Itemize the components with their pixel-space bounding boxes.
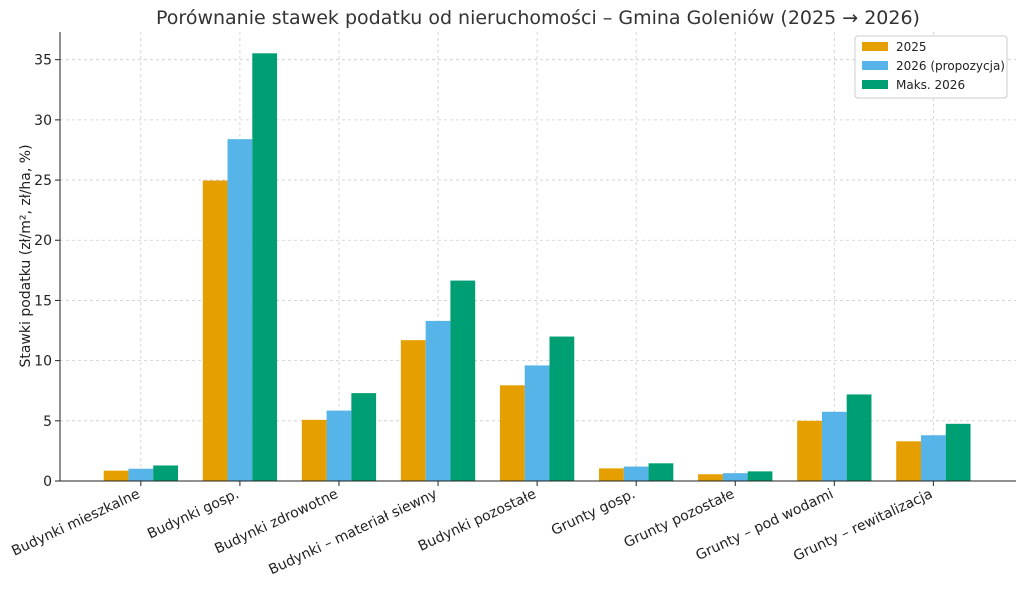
y-tick-label: 0 — [43, 474, 52, 490]
bar — [722, 473, 748, 481]
bar — [400, 340, 426, 481]
bar — [623, 466, 649, 481]
y-tick-label: 20 — [34, 233, 52, 249]
x-tick-label: Budynki mieszkalne — [9, 486, 142, 559]
legend-label: Maks. 2026 — [896, 78, 965, 92]
legend-swatch — [862, 80, 888, 89]
bars — [103, 53, 971, 482]
legend-swatch — [862, 42, 888, 51]
bar — [450, 280, 476, 481]
bar — [153, 465, 178, 481]
legend-label: 2026 (propozycja) — [896, 59, 1005, 73]
bar — [945, 423, 971, 481]
bar — [351, 393, 377, 481]
x-tick-label: Budynki gosp. — [145, 486, 242, 542]
bar — [648, 463, 674, 481]
x-tick-labels: Budynki mieszkalne Budynki gosp.Budynki z… — [9, 486, 935, 578]
bar — [425, 320, 451, 481]
legend-swatch — [862, 61, 888, 70]
x-tick-label: Grunty gosp. — [549, 486, 638, 539]
axes — [55, 32, 1016, 486]
bar — [896, 441, 921, 481]
bar — [301, 419, 327, 481]
y-axis-label: Stawki podatku (zł/m², zł/ha, %) — [18, 144, 34, 367]
bar — [202, 180, 228, 482]
bar — [747, 471, 773, 481]
bar — [326, 410, 352, 481]
legend-label: 2025 — [896, 40, 927, 54]
bar — [227, 139, 253, 482]
x-tick-label: Budynki – materiał siewny — [266, 486, 439, 578]
bar — [499, 385, 525, 481]
bar — [821, 411, 847, 481]
y-tick-labels: 0 5 10 15 20 25 30 35 — [34, 53, 52, 490]
y-tick-label: 15 — [34, 293, 52, 309]
bar — [599, 468, 624, 481]
bar — [797, 420, 822, 481]
y-tick-label: 35 — [34, 53, 52, 69]
bar — [698, 474, 723, 481]
legend-box — [854, 35, 1008, 99]
bar — [128, 468, 154, 481]
bar — [549, 336, 575, 481]
chart-title: Porównanie stawek podatku od nieruchomoś… — [156, 7, 920, 29]
bar — [252, 53, 278, 482]
y-tick-label: 30 — [34, 113, 52, 129]
grid — [60, 32, 1016, 482]
y-tick-label: 10 — [34, 354, 52, 370]
bar — [103, 470, 129, 481]
bar — [524, 365, 550, 481]
legend: 2025 2026 (propozycja) Maks. 2026 — [854, 35, 1008, 99]
y-tick-label: 5 — [43, 414, 52, 430]
bar — [920, 435, 946, 481]
y-tick-label: 25 — [34, 173, 52, 189]
bar — [846, 394, 872, 481]
